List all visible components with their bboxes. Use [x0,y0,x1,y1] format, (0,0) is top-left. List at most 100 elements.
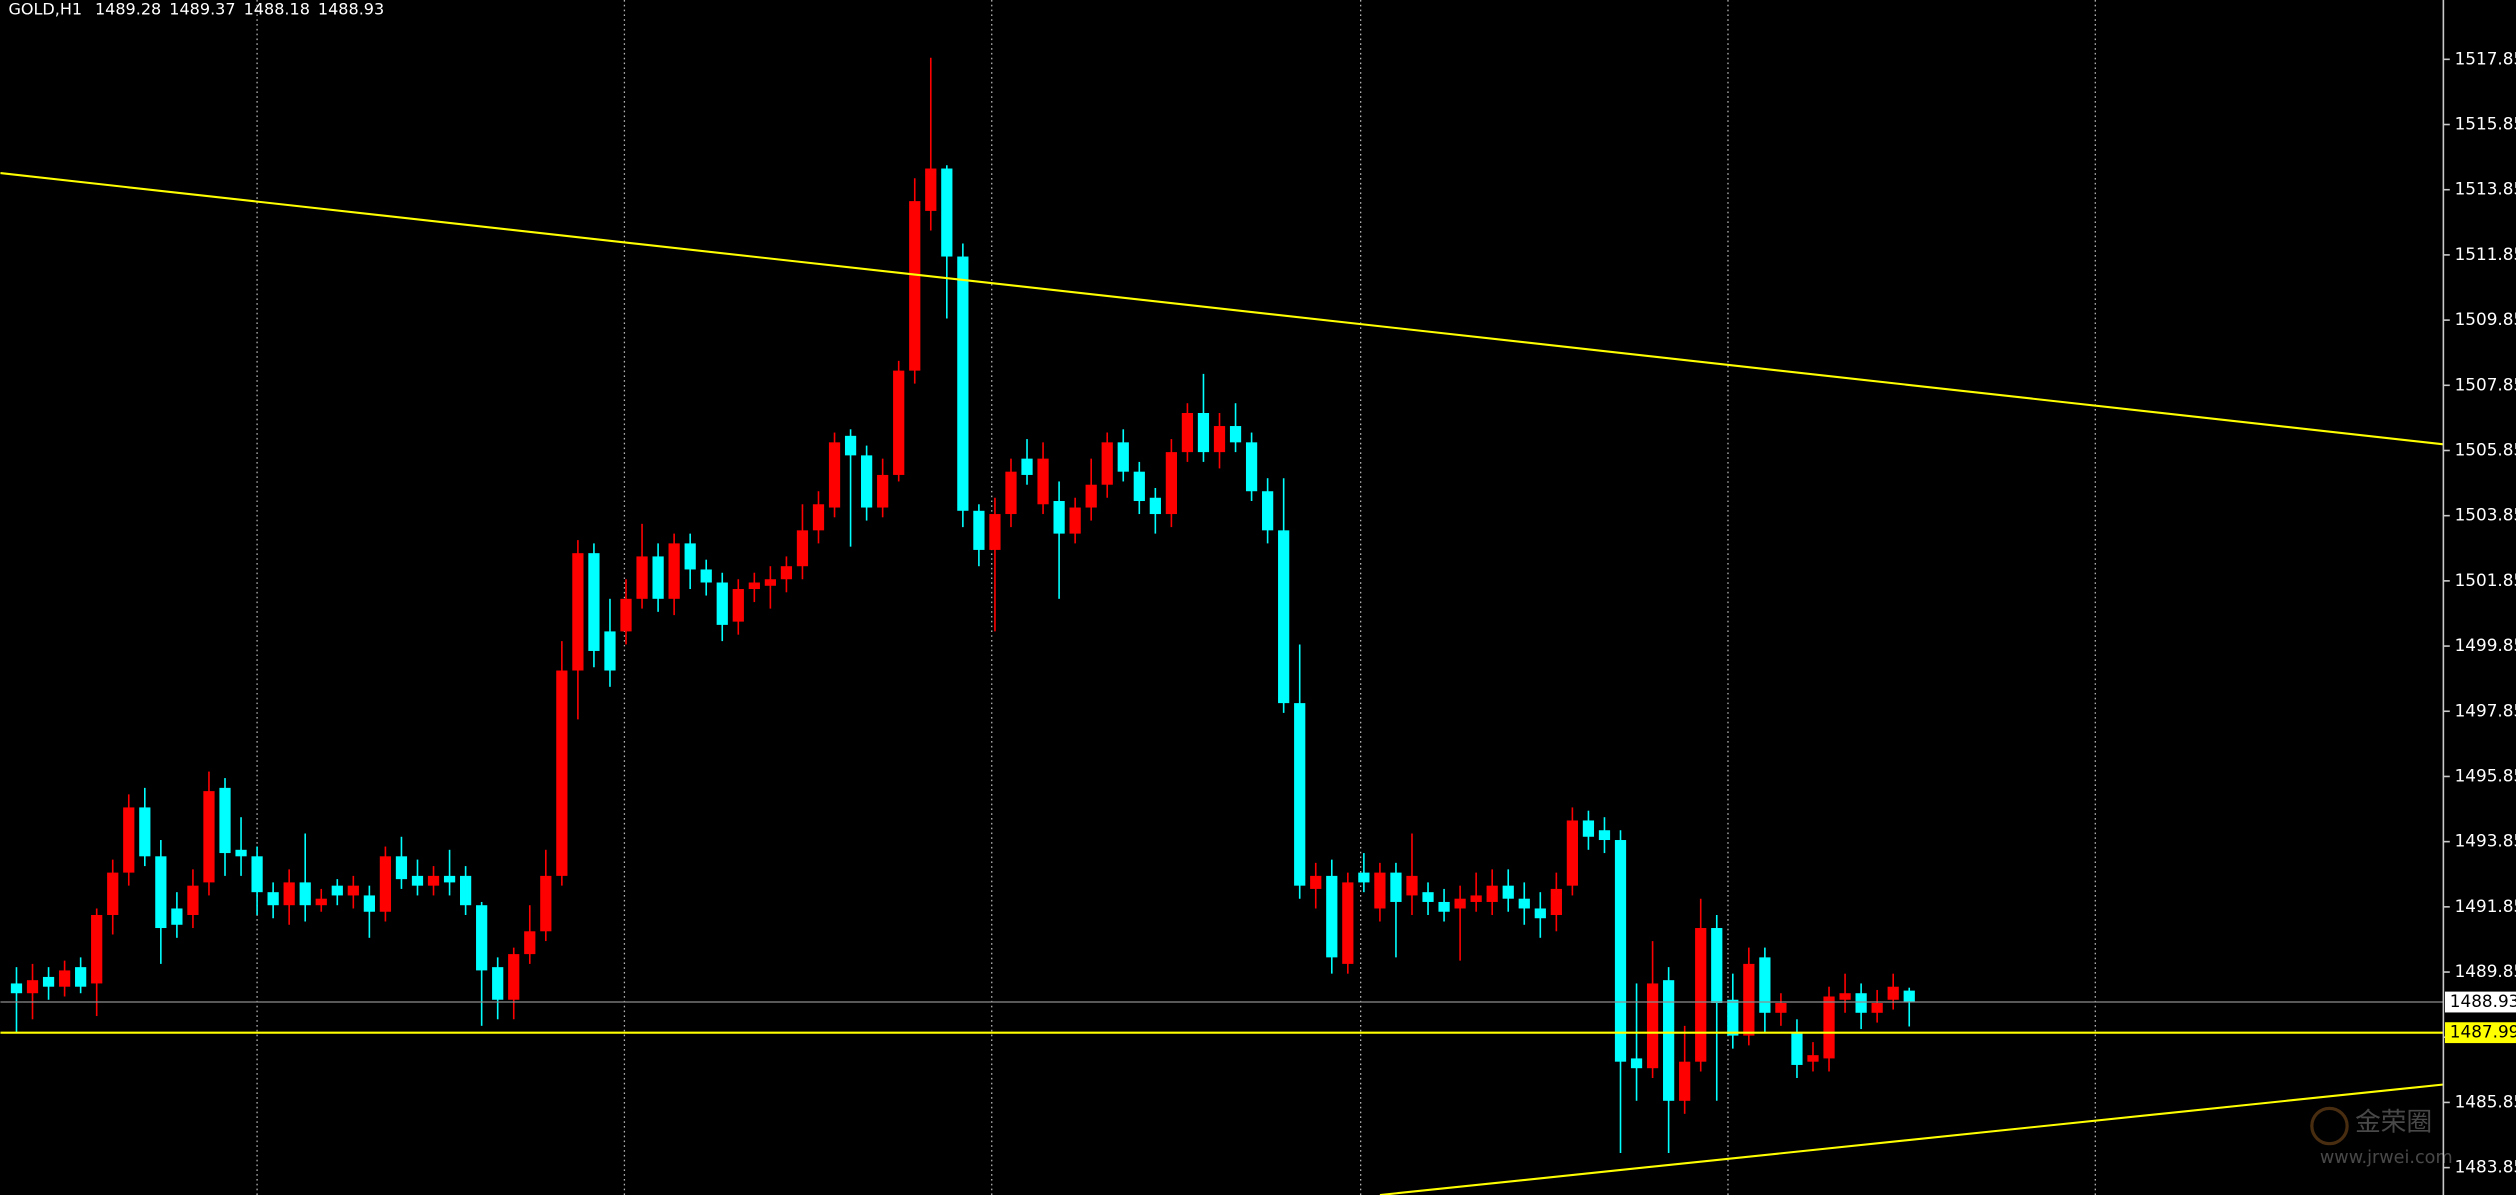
candle-body [572,553,584,671]
candle-body [1582,820,1595,837]
symbol: GOLD,H1 [8,0,82,18]
trendline [1379,1083,2444,1195]
y-tick-label: 1517.85 [2455,48,2516,68]
candle-body [1133,471,1145,502]
candle-body [379,856,392,912]
candle-body [1342,882,1354,964]
candle-body [636,556,648,599]
candle-body [1823,996,1835,1059]
candle-body [1791,1032,1803,1065]
candle-body [1053,501,1065,534]
candle-body [1294,703,1306,886]
watermark-logo [2310,1106,2349,1146]
candle-body [844,435,857,456]
candle-body [620,598,632,632]
candle-body [1406,875,1418,896]
axis-layer: 1483.851485.851487.851489.851491.851493.… [2443,48,2516,1177]
candle-body [1502,885,1514,899]
candle-body [395,856,408,880]
candle-body [1679,1061,1691,1101]
candle-body [347,885,359,896]
candle-body [1470,895,1482,902]
candle-body [812,504,825,531]
y-tick-label: 1515.85 [2455,114,2516,134]
candle-body [1326,875,1338,958]
watermark-url: www.jrwei.com [2320,1148,2453,1168]
candle-body [540,875,552,932]
y-tick-label: 1505.85 [2455,439,2516,459]
candle-body [1775,1003,1787,1013]
candle-body [1229,426,1242,443]
candle-body [1117,442,1129,472]
candle-body [556,670,568,876]
price-label-box [2444,1022,2516,1044]
candle-body [1663,980,1675,1101]
candle-body [1711,928,1723,1004]
candle-body [604,631,616,671]
candle-body [1374,872,1386,909]
header-open: 1489.28 [95,0,161,18]
candle-body [1566,820,1579,886]
candle-body [107,872,119,915]
price-label: 1487.99 [2450,1022,2516,1042]
candle-body [684,543,696,570]
watermark-brand: 金荣圈 [2355,1107,2432,1137]
candle-body [1807,1055,1819,1062]
candle-body [1598,830,1611,841]
candle-body [1101,442,1113,485]
candle-body [91,914,103,984]
candle-body [10,983,23,994]
candle-body [652,556,664,599]
y-tick-label: 1483.85 [2455,1157,2516,1177]
header-low: 1488.18 [244,0,310,18]
candle-body [748,582,760,590]
candle-body [1550,888,1562,915]
candle-body [588,553,600,651]
candle-body [26,980,39,994]
candle-body [427,875,440,886]
candle-body [1197,413,1210,453]
candle-body [1759,957,1771,1013]
y-tick-label: 1513.85 [2455,179,2516,199]
candle-body [459,875,472,906]
candle-body [716,582,728,625]
candle-body [155,856,167,929]
y-tick-label: 1497.85 [2455,700,2516,720]
price-label: 1488.93 [2450,991,2516,1011]
candle-body [476,905,488,971]
candle-body [1149,497,1161,515]
candle-body [235,849,247,857]
candle-body [1165,452,1177,515]
candle-body [1534,908,1546,919]
candle-body [973,510,985,550]
marks-layer [0,57,2444,1195]
header-close: 1488.93 [318,0,384,18]
y-tick-label: 1507.85 [2455,374,2516,394]
candle-body [1887,986,1899,1000]
candle-body [363,895,375,912]
candle-body [1069,507,1081,534]
candle-body [700,569,712,583]
candle-body [492,967,504,1000]
candle-body [925,168,937,211]
price-label-box [2444,991,2516,1013]
candle-body [877,474,889,508]
candle-body [1695,928,1707,1062]
candle-body [1614,840,1627,1062]
y-tick-label: 1503.85 [2455,505,2516,525]
candle-body [1839,993,1851,1000]
chart-header: GOLD,H1 1489.28 1489.37 1488.18 1488.93 [8,0,384,18]
candle-body [893,370,905,475]
y-tick-label: 1489.85 [2455,961,2516,981]
candle-body [1181,413,1194,453]
candle-body [1390,872,1402,902]
y-tick-label: 1493.85 [2455,831,2516,851]
candle-body [267,892,279,906]
candle-body [331,885,343,896]
candle-body [1646,983,1659,1069]
candle-body [1262,491,1274,531]
candle-body [732,589,744,622]
candle-body [1518,898,1530,909]
